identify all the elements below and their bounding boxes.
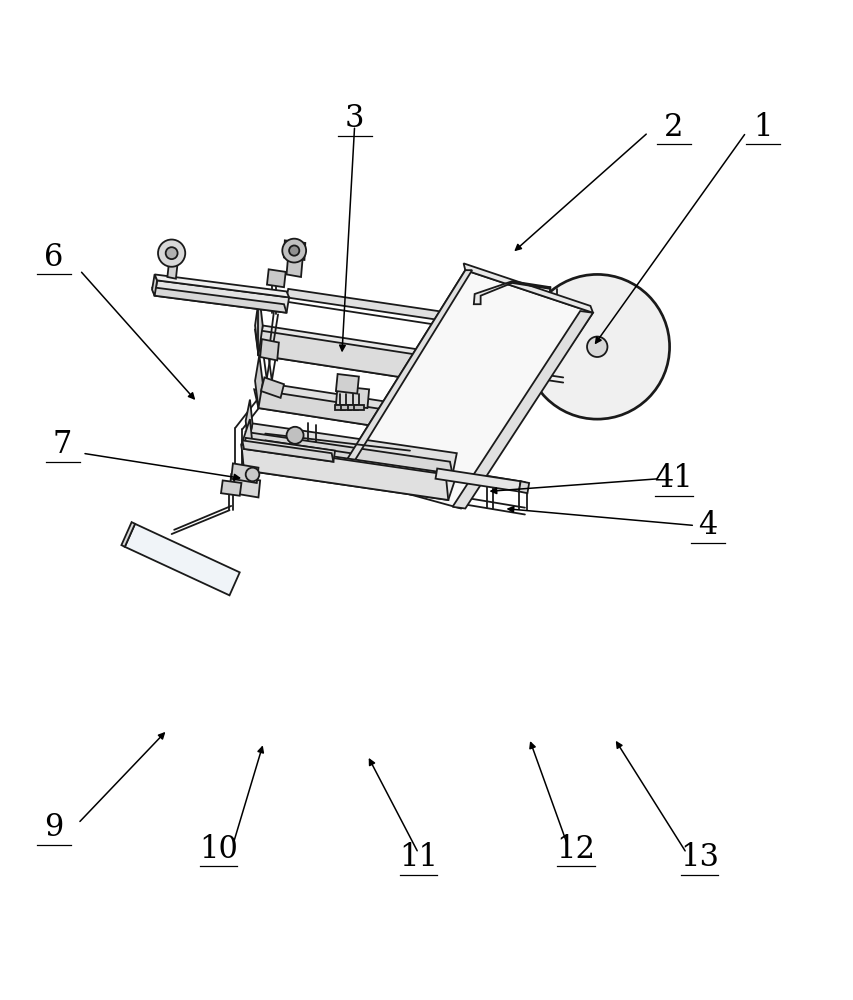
Circle shape [282, 239, 305, 263]
Polygon shape [242, 440, 333, 462]
Polygon shape [337, 270, 472, 474]
Polygon shape [255, 330, 479, 389]
Polygon shape [347, 405, 357, 410]
Polygon shape [244, 445, 456, 500]
Polygon shape [152, 274, 157, 296]
Polygon shape [476, 355, 523, 389]
Polygon shape [258, 383, 482, 442]
Text: 3: 3 [345, 103, 364, 134]
Polygon shape [152, 287, 287, 313]
Circle shape [525, 274, 669, 419]
Polygon shape [229, 474, 235, 493]
Text: 2: 2 [664, 112, 682, 143]
Polygon shape [254, 389, 478, 442]
Circle shape [158, 240, 185, 267]
Polygon shape [221, 480, 241, 496]
Polygon shape [246, 432, 452, 474]
Polygon shape [519, 481, 529, 493]
Polygon shape [287, 289, 478, 325]
Polygon shape [248, 423, 456, 474]
Text: 4: 4 [698, 510, 717, 541]
Polygon shape [121, 522, 135, 547]
Polygon shape [284, 240, 305, 260]
Polygon shape [231, 463, 258, 483]
Text: 1: 1 [752, 112, 772, 143]
Polygon shape [255, 296, 263, 355]
Polygon shape [241, 445, 448, 500]
Polygon shape [335, 374, 358, 394]
Polygon shape [334, 405, 345, 410]
Polygon shape [267, 269, 286, 287]
Text: 41: 41 [653, 463, 693, 494]
Polygon shape [452, 311, 592, 509]
Text: 13: 13 [679, 842, 718, 873]
Text: 6: 6 [44, 242, 64, 273]
Text: 9: 9 [44, 812, 64, 843]
Polygon shape [335, 386, 368, 408]
Polygon shape [246, 400, 252, 445]
Polygon shape [463, 263, 592, 313]
Polygon shape [337, 270, 592, 509]
Circle shape [289, 245, 299, 256]
Circle shape [165, 247, 177, 259]
Polygon shape [167, 262, 177, 279]
Polygon shape [255, 355, 263, 408]
Polygon shape [340, 405, 351, 410]
Circle shape [246, 468, 259, 481]
Polygon shape [353, 405, 363, 410]
Circle shape [287, 427, 303, 444]
Polygon shape [260, 339, 279, 360]
Polygon shape [258, 325, 484, 389]
Polygon shape [154, 274, 289, 297]
Text: 10: 10 [199, 834, 238, 865]
Polygon shape [435, 469, 520, 491]
Polygon shape [473, 281, 550, 304]
Polygon shape [287, 255, 302, 277]
Text: 7: 7 [53, 429, 73, 460]
Polygon shape [244, 438, 334, 462]
Polygon shape [241, 419, 252, 470]
Polygon shape [125, 524, 240, 595]
Text: 12: 12 [556, 834, 595, 865]
Polygon shape [154, 280, 289, 313]
Circle shape [586, 337, 606, 357]
Text: 11: 11 [398, 842, 438, 873]
Polygon shape [233, 476, 260, 497]
Polygon shape [520, 364, 531, 391]
Polygon shape [261, 377, 284, 398]
